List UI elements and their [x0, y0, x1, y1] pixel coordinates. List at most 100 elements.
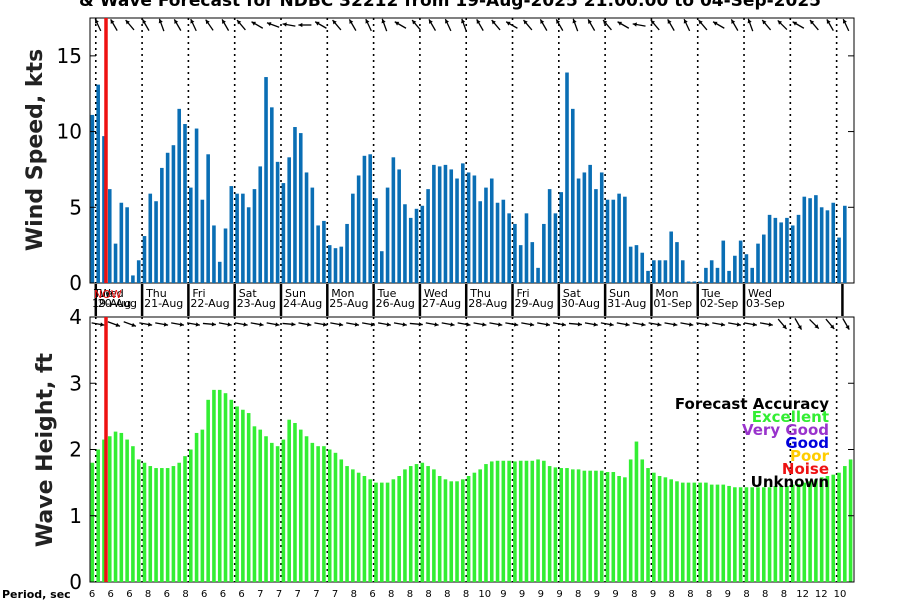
wave-direction-arrow [777, 318, 788, 330]
day-date: 27-Aug [422, 297, 461, 310]
wind-direction-arrows [94, 18, 850, 32]
wave-bar [669, 479, 673, 582]
wind-direction-arrow [444, 18, 452, 32]
wind-bar [379, 251, 384, 283]
wind-bar [628, 246, 633, 283]
period-value: 9 [612, 589, 618, 600]
period-value: 9 [650, 589, 656, 600]
day-date: 29-Aug [515, 297, 554, 310]
wave-bar [96, 449, 100, 582]
wind-bar [397, 169, 401, 283]
wind-direction-arrow [792, 21, 805, 29]
wave-bar [744, 487, 749, 582]
wave-bar [414, 464, 419, 582]
wave-direction-arrow [473, 322, 487, 327]
wind-direction-arrow [491, 19, 501, 31]
forecast-accuracy-legend: Forecast Accuracy Excellent Very Good Go… [675, 395, 830, 491]
period-value: 8 [762, 589, 768, 600]
wind-bar [298, 133, 303, 283]
wave-bar [715, 484, 720, 582]
legend-title: Forecast Accuracy [675, 395, 829, 413]
wind-direction-arrow [394, 21, 407, 29]
wind-bar [570, 108, 575, 283]
wind-bar [837, 237, 841, 283]
wind-bar [524, 213, 529, 283]
wave-bar [235, 406, 239, 582]
wind-direction-arrow [842, 18, 850, 32]
wind-bar [90, 114, 95, 284]
wave-y-axis: 0 1 2 3 4 [69, 305, 854, 594]
wave-bar [119, 432, 124, 582]
day-name: Wed [100, 287, 124, 300]
wave-bar [432, 469, 436, 582]
wave-bar [831, 474, 836, 582]
wind-bar [461, 163, 465, 283]
period-value: 7 [313, 589, 319, 600]
wave-direction-arrow [107, 321, 121, 327]
wave-bar [513, 461, 517, 582]
wave-bar [565, 468, 569, 582]
wind-bar [507, 213, 511, 283]
wind-bar [709, 260, 714, 283]
wave-bar [345, 466, 349, 582]
wind-y-tick-label: 0 [69, 271, 82, 295]
wind-bar [443, 164, 448, 283]
period-value: 8 [687, 589, 693, 600]
chart-title: & Wave Forecast for NDBC 32212 from 19-A… [79, 0, 821, 11]
day-name: Sat [239, 287, 258, 300]
wind-bar [188, 187, 193, 283]
day-date: 25-Aug [329, 297, 368, 310]
period-value: 8 [182, 589, 188, 600]
wave-bar [455, 481, 459, 582]
period-value: 9 [538, 589, 544, 600]
wind-bar [107, 189, 112, 283]
wave-direction-arrow [91, 322, 105, 327]
wave-bar [270, 442, 274, 582]
period-value: 9 [556, 589, 562, 600]
wave-direction-arrow [600, 322, 614, 327]
wind-bar [374, 198, 378, 283]
wind-bar [727, 270, 731, 283]
legend-very-good: Very Good [742, 421, 829, 439]
wind-bar [96, 84, 100, 283]
wave-direction-arrow [457, 322, 471, 327]
wind-direction-arrow [236, 19, 246, 31]
wave-bar [287, 419, 291, 582]
day-name: Sat [563, 287, 582, 300]
wave-bar [507, 460, 511, 582]
wind-speed-bars [90, 72, 847, 284]
wave-bar [177, 462, 182, 582]
wave-bar [426, 466, 430, 582]
wind-bar [721, 240, 726, 283]
wave-bar [304, 436, 309, 582]
wave-direction-arrow [794, 318, 803, 330]
wind-bar [565, 72, 569, 283]
wave-bar [640, 459, 645, 582]
day-name: Thu [145, 287, 167, 300]
wind-direction-arrow [190, 18, 197, 32]
wind-bar [310, 187, 315, 283]
wind-bar [264, 77, 268, 283]
wind-bar [322, 220, 326, 283]
day-name: Mon [655, 287, 678, 300]
wind-bar [588, 164, 592, 283]
wave-bar [183, 456, 187, 582]
wave-bar [327, 449, 332, 582]
period-value: 8 [706, 589, 712, 600]
wind-bar [160, 167, 164, 283]
wave-direction-arrow [298, 322, 312, 327]
wind-bar [385, 187, 390, 283]
wave-bar [727, 485, 731, 582]
wind-bar [675, 242, 679, 283]
wave-bar [368, 479, 373, 582]
period-value: 9 [594, 589, 600, 600]
wave-bar [704, 482, 708, 582]
period-value: 12 [796, 589, 809, 600]
wave-bar [721, 484, 726, 582]
wind-bar [582, 172, 587, 283]
day-name: Wed [748, 287, 772, 300]
wave-direction-arrow [632, 322, 646, 327]
wind-bar [212, 225, 216, 283]
